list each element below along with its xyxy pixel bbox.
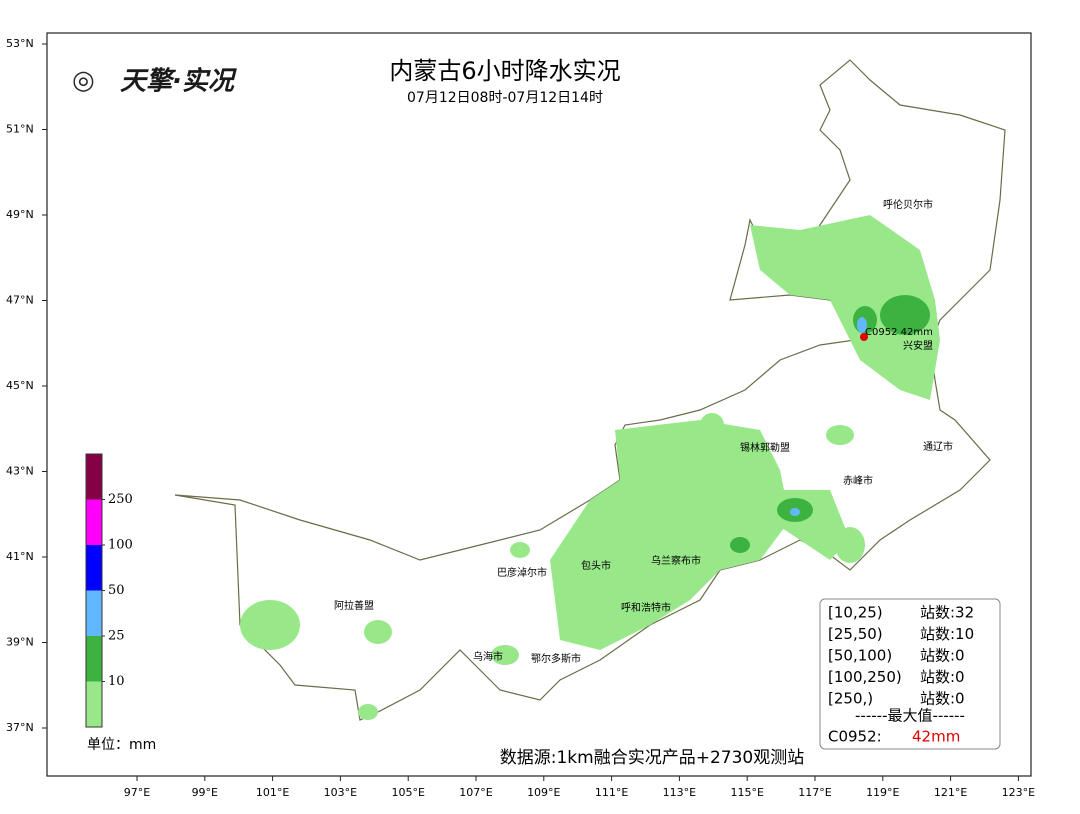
precip-heavy — [790, 317, 867, 516]
stats-box — [819, 598, 1001, 750]
precip-light — [240, 215, 940, 720]
lon-tick-label: 107°E — [459, 786, 492, 799]
lon-tick-label: 105°E — [391, 786, 424, 799]
colorbar-label: 10 — [108, 674, 125, 689]
city-label: 阿拉善盟 — [334, 599, 374, 612]
lon-tick-label: 97°E — [124, 786, 150, 799]
lon-tick-label: 109°E — [527, 786, 560, 799]
colorbar-label: 50 — [108, 583, 125, 598]
lon-tick-label: 111°E — [595, 786, 628, 799]
lon-tick-label: 103°E — [324, 786, 357, 799]
city-label: 呼和浩特市 — [621, 601, 671, 614]
colorbar-segment — [86, 636, 102, 682]
colorbar-segment — [86, 681, 102, 727]
city-label: 乌兰察布市 — [651, 554, 701, 567]
lon-tick-label: 99°E — [192, 786, 218, 799]
lat-tick-label: 39°N — [6, 636, 34, 649]
lat-tick-label: 37°N — [6, 721, 34, 734]
max-station-marker — [860, 333, 868, 341]
region-outline — [174, 59, 1006, 721]
lat-tick-label: 51°N — [6, 123, 34, 136]
max-value: 42mm — [912, 728, 960, 746]
city-label: 锡林郭勒盟 — [740, 441, 790, 454]
colorbar-segment — [86, 499, 102, 545]
city-label: 通辽市 — [923, 440, 953, 453]
colorbar-segment — [86, 590, 102, 636]
stats-count: 站数:0 — [920, 668, 965, 686]
stats-count: 站数:0 — [920, 690, 965, 708]
colorbar-label: 25 — [108, 629, 125, 644]
city-label: 鄂尔多斯市 — [531, 652, 581, 665]
stats-range: [250,) — [828, 690, 873, 708]
stats-count: 站数:32 — [920, 604, 974, 622]
station-label: C0952 42mm — [865, 327, 933, 338]
colorbar-unit: 单位：mm — [87, 737, 156, 753]
stats-range: [100,250) — [828, 668, 902, 686]
city-label: 乌海市 — [473, 650, 503, 663]
stats-count: 站数:10 — [920, 625, 974, 643]
city-label: 呼伦贝尔市 — [883, 198, 933, 211]
colorbar-segment — [86, 545, 102, 591]
lon-tick-label: 117°E — [798, 786, 831, 799]
lat-tick-label: 45°N — [6, 379, 34, 392]
lat-tick-label: 43°N — [6, 465, 34, 478]
city-label: 包头市 — [581, 559, 611, 572]
logo-icon: ◎ — [72, 66, 95, 96]
max-station: C0952: — [828, 728, 882, 746]
stats-count: 站数:0 — [920, 647, 965, 665]
lon-tick-label: 123°E — [1002, 786, 1035, 799]
lat-tick-label: 53°N — [6, 37, 34, 50]
lon-tick-label: 121°E — [934, 786, 967, 799]
colorbar-label: 100 — [108, 538, 133, 553]
lat-tick-label: 47°N — [6, 294, 34, 307]
lon-tick-label: 119°E — [866, 786, 899, 799]
city-label: 兴安盟 — [903, 339, 933, 352]
city-label: 赤峰市 — [843, 474, 873, 487]
stats-range: [50,100) — [828, 647, 892, 665]
source: 数据源:1km融合实况产品+2730观测站 — [500, 748, 804, 768]
colorbar-label: 250 — [108, 492, 133, 507]
lon-tick-label: 113°E — [663, 786, 696, 799]
stats-range: [10,25) — [828, 604, 883, 622]
lat-tick-label: 49°N — [6, 208, 34, 221]
lat-tick-label: 41°N — [6, 550, 34, 563]
max-heading: ------最大值------ — [855, 707, 965, 725]
lon-tick-label: 101°E — [256, 786, 289, 799]
colorbar-segment — [86, 454, 102, 500]
title: 内蒙古6小时降水实况 — [389, 57, 620, 85]
lon-tick-label: 115°E — [730, 786, 763, 799]
stats-range: [25,50) — [828, 625, 883, 643]
city-label: 巴彦淖尔市 — [497, 566, 547, 579]
subtitle: 07月12日08时-07月12日14时 — [407, 90, 603, 106]
logo-text: 天擎·实况 — [120, 67, 238, 97]
